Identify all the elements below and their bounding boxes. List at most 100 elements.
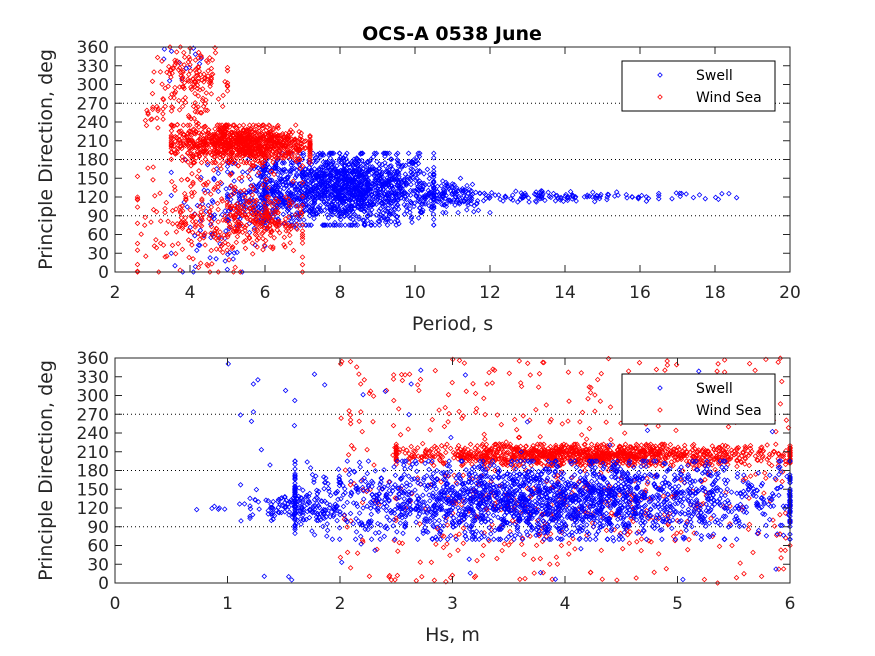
wind-sea-point	[299, 233, 306, 240]
swell-point	[377, 173, 383, 179]
wind-sea-point	[199, 129, 206, 136]
wind-sea-point	[254, 132, 260, 139]
wind-sea-point	[213, 159, 219, 166]
swell-point	[412, 188, 418, 194]
swell-point	[305, 184, 311, 190]
wind-sea-point	[252, 152, 259, 159]
wind-sea-point	[211, 186, 217, 193]
swell-point	[330, 158, 336, 165]
swell-point	[358, 206, 364, 213]
wind-sea-point	[239, 174, 245, 180]
swell-point	[348, 203, 355, 209]
wind-sea-point	[233, 239, 240, 246]
swell-point	[210, 213, 216, 220]
wind-sea-point	[275, 152, 282, 159]
wind-sea-point	[176, 84, 183, 90]
swell-point	[393, 192, 399, 198]
wind-sea-point	[198, 53, 204, 59]
wind-sea-point	[250, 211, 256, 218]
swell-point	[349, 169, 356, 175]
swell-point	[382, 198, 389, 205]
wind-sea-point	[220, 92, 226, 99]
swell-point	[395, 180, 402, 186]
wind-sea-point	[215, 206, 221, 213]
swell-point	[388, 156, 395, 162]
wind-sea-point	[188, 189, 195, 196]
swell-point	[324, 204, 331, 211]
x-tick-label: 4	[185, 283, 196, 303]
wind-sea-point	[181, 85, 187, 92]
swell-point	[325, 177, 332, 183]
chart-title: OCS-A 0538 June	[362, 23, 542, 45]
swell-point	[394, 201, 400, 208]
swell-point	[356, 214, 362, 220]
wind-sea-point	[178, 177, 185, 183]
wind-sea-point	[198, 110, 205, 116]
swell-point	[378, 179, 385, 185]
swell-point	[351, 192, 357, 199]
swell-point	[302, 166, 309, 172]
wind-sea-point	[217, 144, 224, 150]
swell-point	[416, 153, 423, 160]
wind-sea-point	[214, 180, 221, 187]
swell-point	[320, 222, 327, 228]
wind-sea-point	[221, 130, 228, 137]
swell-point	[280, 195, 287, 201]
wind-sea-point	[262, 218, 268, 224]
x-tick-label: 8	[335, 283, 346, 303]
swell-point	[260, 193, 267, 200]
swell-point	[236, 196, 243, 203]
swell-point	[389, 185, 396, 191]
wind-sea-point	[243, 141, 250, 148]
swell-point	[334, 202, 341, 208]
wind-sea-point	[253, 142, 259, 149]
wind-sea-point	[286, 203, 293, 209]
wind-sea-point	[197, 203, 203, 210]
wind-sea-point	[208, 191, 214, 197]
swell-point	[356, 157, 363, 164]
wind-sea-point	[168, 135, 174, 142]
wind-sea-point	[153, 237, 159, 243]
wind-sea-point	[204, 261, 210, 268]
swell-point	[471, 208, 477, 215]
x-tick-label: 12	[479, 283, 501, 303]
swell-point	[299, 195, 306, 202]
swell-point	[211, 175, 217, 182]
swell-point	[341, 171, 348, 177]
swell-point	[390, 190, 397, 196]
swell-point	[417, 194, 423, 200]
wind-sea-point	[254, 209, 261, 216]
swell-point	[447, 197, 454, 204]
swell-point	[305, 203, 312, 209]
swell-point	[300, 152, 307, 159]
swell-point	[404, 174, 411, 181]
wind-sea-point	[171, 90, 178, 97]
swell-point	[372, 166, 378, 173]
wind-sea-point	[180, 84, 187, 90]
swell-point	[413, 162, 419, 169]
swell-point	[366, 191, 372, 197]
wind-sea-point	[278, 132, 285, 138]
wind-sea-point	[227, 192, 234, 199]
wind-sea-point	[264, 134, 271, 140]
swell-point	[336, 156, 343, 163]
swell-point	[347, 207, 354, 213]
swell-point	[276, 166, 283, 173]
wind-sea-point	[237, 269, 244, 275]
swell-point	[405, 150, 412, 156]
wind-sea-point	[246, 122, 253, 128]
swell-point	[295, 159, 302, 165]
swell-point	[357, 187, 364, 194]
swell-point	[357, 182, 363, 189]
swell-point	[311, 215, 317, 222]
swell-point	[360, 165, 367, 172]
swell-point	[590, 189, 596, 196]
wind-sea-point	[271, 220, 278, 226]
wind-sea-point	[195, 151, 202, 157]
swell-point	[339, 192, 346, 199]
swell-point	[297, 181, 304, 187]
swell-point	[203, 208, 210, 215]
x-tick-label: 16	[629, 283, 651, 303]
swell-point	[373, 201, 380, 207]
wind-sea-point	[176, 222, 183, 228]
